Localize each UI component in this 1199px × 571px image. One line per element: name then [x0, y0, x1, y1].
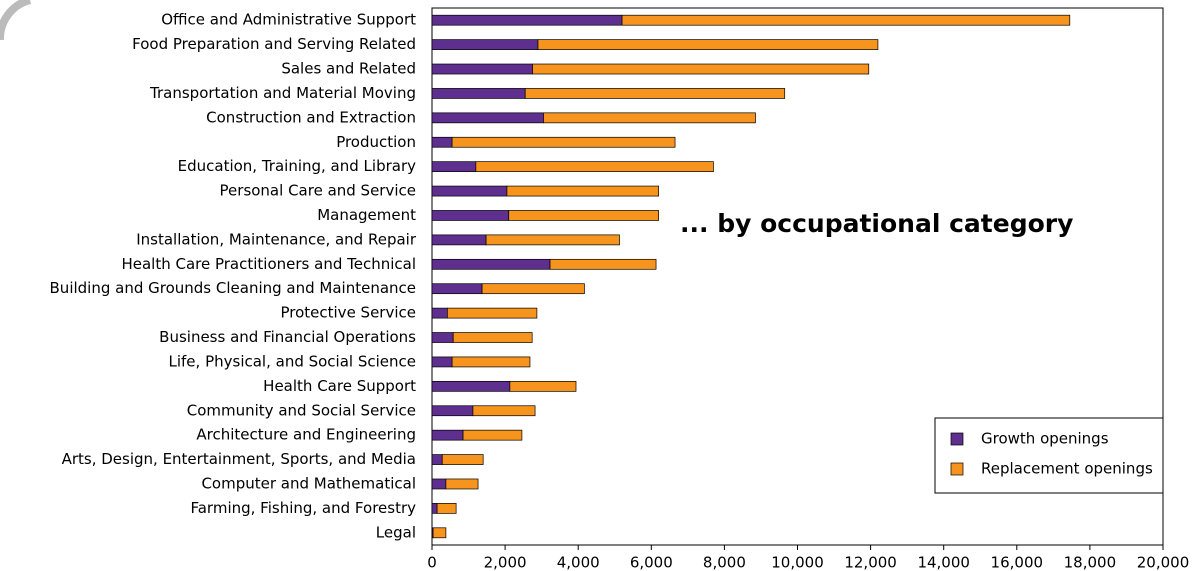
bar-segment: [447, 307, 538, 319]
bar-segment: [431, 405, 474, 417]
y-tick-label: Installation, Maintenance, and Repair: [136, 230, 417, 248]
bar-segment: [462, 429, 523, 441]
y-tick-label: Personal Care and Service: [220, 182, 416, 200]
legend-swatch: [950, 462, 964, 476]
legend-swatch: [950, 432, 964, 446]
bar-segment: [431, 88, 526, 99]
y-tick-label: Farming, Fishing, and Forestry: [190, 499, 416, 517]
x-tick-label: 14,000: [917, 554, 970, 571]
bar-segment: [432, 527, 447, 539]
y-tick-label: Production: [336, 133, 416, 151]
bar-segment: [431, 503, 438, 514]
y-tick-label: Health Care Practitioners and Technical: [121, 255, 416, 273]
bar-segment: [431, 258, 551, 270]
bar-segment: [431, 478, 447, 490]
bar-segment: [532, 63, 870, 75]
bar-segment: [509, 380, 577, 392]
y-tick-label: Education, Training, and Library: [178, 157, 416, 175]
bar-segment: [451, 356, 531, 368]
bar-segment: [451, 136, 676, 148]
y-tick-label: Legal: [376, 523, 416, 541]
y-tick-label: Building and Grounds Cleaning and Mainte…: [50, 279, 416, 297]
bar-segment: [441, 454, 484, 465]
y-tick-label: Computer and Mathematical: [201, 474, 416, 492]
bar-segment: [431, 185, 508, 197]
y-tick-label: Sales and Related: [281, 60, 416, 78]
bar-segment: [431, 307, 448, 319]
x-tick-label: 16,000: [991, 554, 1044, 571]
bar-segment: [431, 39, 539, 50]
annotation: ... by occupational category: [680, 209, 1073, 238]
bar-segment: [431, 380, 511, 392]
x-tick-label: 2,000: [484, 554, 527, 571]
bar-segment: [452, 332, 533, 343]
bar-segment: [481, 283, 585, 295]
bar-segment: [431, 429, 464, 441]
bar-segment: [431, 332, 454, 343]
x-tick-label: 10,000: [771, 554, 824, 571]
bar-segment: [524, 88, 786, 99]
bar-segment: [506, 185, 659, 197]
legend-label: Growth openings: [981, 430, 1109, 448]
x-tick-label: 18,000: [1064, 554, 1117, 571]
bar-segment: [431, 454, 443, 465]
y-tick-label: Arts, Design, Entertainment, Sports, and…: [62, 450, 416, 468]
y-tick-label: Architecture and Engineering: [196, 426, 416, 444]
bar-segment: [445, 478, 479, 490]
x-tick-label: 20,000: [1137, 554, 1190, 571]
bar-segment: [431, 356, 453, 368]
y-tick-label: Life, Physical, and Social Science: [169, 352, 417, 370]
bar-segment: [508, 210, 659, 221]
y-tick-label: Protective Service: [280, 304, 416, 322]
y-tick-label: Construction and Extraction: [206, 108, 416, 126]
y-tick-label: Office and Administrative Support: [161, 11, 416, 29]
y-tick-label: Transportation and Material Moving: [149, 84, 416, 102]
bar-segment: [475, 161, 714, 173]
x-tick-label: 4,000: [557, 554, 600, 571]
bar-segment: [431, 14, 623, 26]
bar-segment: [431, 63, 533, 75]
bar-segment: [431, 210, 510, 221]
y-tick-label: Business and Financial Operations: [159, 328, 416, 346]
bar-segment: [485, 234, 620, 246]
y-tick-label: Health Care Support: [263, 377, 416, 395]
x-tick-label: 8,000: [703, 554, 746, 571]
y-tick-label: Management: [317, 206, 416, 224]
bar-segment: [431, 136, 453, 148]
decoration: [0, 0, 32, 41]
bar-segment: [436, 503, 457, 514]
x-tick-label: 0: [427, 554, 437, 571]
bar-segment: [543, 112, 756, 124]
bar-segment: [537, 39, 879, 50]
bar-segment: [431, 161, 477, 173]
x-tick-label: 6,000: [630, 554, 673, 571]
legend-label: Replacement openings: [981, 460, 1153, 478]
x-tick-label: 12,000: [844, 554, 897, 571]
y-tick-label: Community and Social Service: [187, 401, 416, 419]
bar-segment: [431, 234, 487, 246]
bar-segment: [621, 14, 1071, 26]
bar-segment: [431, 283, 483, 295]
bar-segment: [431, 112, 544, 124]
bar-segment: [472, 405, 536, 417]
y-tick-label: Food Preparation and Serving Related: [132, 35, 416, 53]
legend-box: [934, 417, 1164, 494]
bar-segment: [549, 258, 657, 270]
